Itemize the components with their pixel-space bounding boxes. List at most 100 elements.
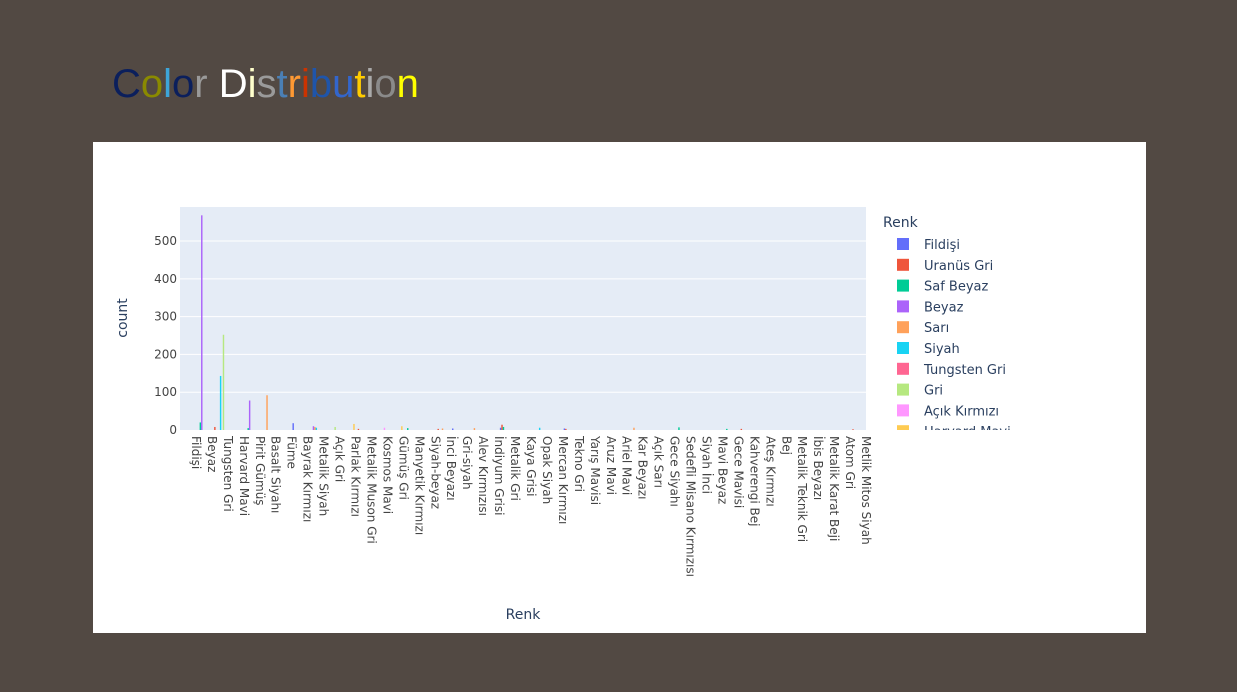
y-tick-label: 100 (154, 385, 177, 399)
grid-layer (180, 240, 866, 393)
page-title-letter: C (112, 62, 141, 106)
bar-fildişi[interactable] (452, 428, 454, 430)
x-tick-label: Kahverengi Bej (747, 436, 761, 526)
page-title-letter: D (218, 62, 248, 106)
x-tick-label: Metalik Karat Beji (827, 436, 841, 541)
bar-uranüs-gri[interactable] (740, 428, 743, 430)
bar-layer (199, 215, 854, 430)
y-tick-label: 500 (154, 234, 177, 248)
bar-sarı[interactable] (633, 427, 635, 430)
bar-harvard-mavi[interactable] (353, 423, 355, 430)
bar-uranüs-gri[interactable] (501, 424, 503, 430)
page-title-letter: n (396, 62, 419, 106)
x-tick-label: Bayrak Kırmızı (301, 436, 315, 522)
x-tick-label: Manyetik Kırmızı (412, 436, 426, 535)
bar-saf-beyaz[interactable] (247, 428, 249, 430)
y-tick-layer: 0 100 200 300 400 500 (154, 234, 177, 437)
bar-siyah[interactable] (219, 375, 222, 430)
bar-uranüs-gri[interactable] (357, 428, 360, 430)
bar-saf-beyaz[interactable] (407, 428, 409, 430)
plot-area (180, 207, 866, 430)
x-tick-label: İnci Beyazı (444, 436, 459, 501)
legend-label[interactable]: Sarı (924, 321, 949, 336)
legend-swatch[interactable] (897, 238, 909, 250)
legend-swatch[interactable] (897, 404, 909, 417)
bar-beyaz[interactable] (312, 426, 315, 430)
bar-beyaz[interactable] (201, 215, 203, 430)
legend-label[interactable]: Tungsten Gri (923, 363, 1006, 378)
bar-sarı[interactable] (314, 426, 316, 430)
legend-label[interactable]: Saf Beyaz (924, 280, 989, 295)
bar-sarı[interactable] (441, 428, 444, 430)
x-tick-label: İndiyum Grisi (492, 436, 507, 515)
legend-label[interactable]: Gri (924, 384, 943, 399)
x-tick-label: Metalik Gri (508, 436, 522, 501)
bar-sarı[interactable] (266, 395, 268, 430)
page-title-letter: o (140, 62, 164, 106)
legend-swatch[interactable] (897, 279, 909, 292)
x-tick-label: Gece Mavisi (731, 436, 745, 508)
bar-sarı[interactable] (473, 428, 476, 430)
legend-swatch[interactable] (897, 300, 909, 313)
page-title-letter: i (300, 62, 310, 106)
legend[interactable]: Renk Fildişi Uranüs Gri Saf Beyaz Beyaz Sarı… (883, 215, 1011, 440)
legend-swatch[interactable] (897, 258, 909, 271)
legend-swatch[interactable] (897, 425, 909, 437)
bar-saf-beyaz[interactable] (678, 427, 680, 430)
legend-label[interactable]: Beyaz (924, 300, 964, 315)
x-tick-label: Metalik Teknik Gri (795, 436, 809, 542)
x-tick-layer: Fildişi Beyaz Tungsten Gri Harvard Mavi Piri… (189, 435, 873, 577)
page-title-letter: s (256, 62, 277, 106)
legend-swatch[interactable] (897, 321, 909, 334)
legend-swatch[interactable] (897, 362, 909, 375)
bar-saf-beyaz[interactable] (502, 426, 505, 430)
bar-saf-beyaz[interactable] (726, 428, 728, 430)
bar-uranüs-gri[interactable] (565, 428, 567, 430)
page-title-letter: o (374, 62, 397, 106)
bar-uranüs-gri[interactable] (852, 429, 854, 430)
bar-siyah[interactable] (315, 427, 318, 430)
page-title-letter: t (354, 62, 366, 106)
x-tick-label: Açık Gri (333, 436, 347, 482)
x-tick-label: Alev Kırmızısı (476, 436, 490, 516)
bar-siyah[interactable] (538, 427, 541, 430)
bar-fildişi[interactable] (292, 423, 294, 430)
legend-label[interactable]: Uranüs Gri (924, 259, 993, 274)
x-tick-label: Kaya Grisi (524, 436, 538, 496)
legend-label[interactable]: Fildişi (924, 238, 960, 253)
x-tick-label: Opak Siyah (540, 436, 554, 504)
x-tick-label: Metlik Mitos Siyah (859, 436, 873, 545)
page-title-letter: l (163, 62, 173, 106)
x-tick-label: Beyaz (205, 436, 219, 472)
bar-uranüs-gri[interactable] (214, 426, 216, 430)
legend-label[interactable]: Harvard Mavi (924, 425, 1011, 440)
x-tick-label: İbis Beyazı (811, 436, 826, 500)
legend-swatch[interactable] (897, 342, 909, 354)
page-title: Color Distribution (112, 62, 419, 107)
bar-gri[interactable] (334, 426, 336, 430)
x-tick-label: Mavi Beyaz (715, 436, 729, 504)
x-tick-label: Yarış Mavisi (588, 435, 602, 505)
x-tick-label: Parlak Kırmızı (349, 436, 363, 517)
chart-panel: 0 100 200 300 400 500 Fildişi Beyaz Tungsten Gr… (93, 142, 1146, 633)
page-title-letter: i (365, 62, 375, 106)
legend-title: Renk (883, 215, 919, 231)
x-tick-label: Pirit Gümüş (253, 436, 267, 506)
bar-gri[interactable] (222, 334, 225, 430)
x-tick-label: Siyah İnci (699, 436, 714, 494)
bar-fildişi[interactable] (499, 427, 502, 430)
legend-label[interactable]: Siyah (924, 342, 960, 357)
bar-saf-beyaz[interactable] (199, 422, 202, 430)
bar-açık-kırmızı[interactable] (383, 427, 386, 430)
legend-label[interactable]: Açık Kırmızı (924, 404, 999, 419)
legend-swatch[interactable] (897, 383, 909, 396)
bar-fildişi[interactable] (563, 428, 566, 430)
x-tick-label: Ariel Mavi (620, 436, 634, 495)
page-title-letter: r (287, 62, 301, 106)
x-tick-label: Gümüş Gri (396, 436, 410, 500)
bar-uranüs-gri[interactable] (437, 428, 439, 430)
y-tick-label: 400 (154, 272, 177, 286)
bar-beyaz[interactable] (248, 400, 251, 430)
bar-harvard-mavi[interactable] (401, 426, 403, 430)
